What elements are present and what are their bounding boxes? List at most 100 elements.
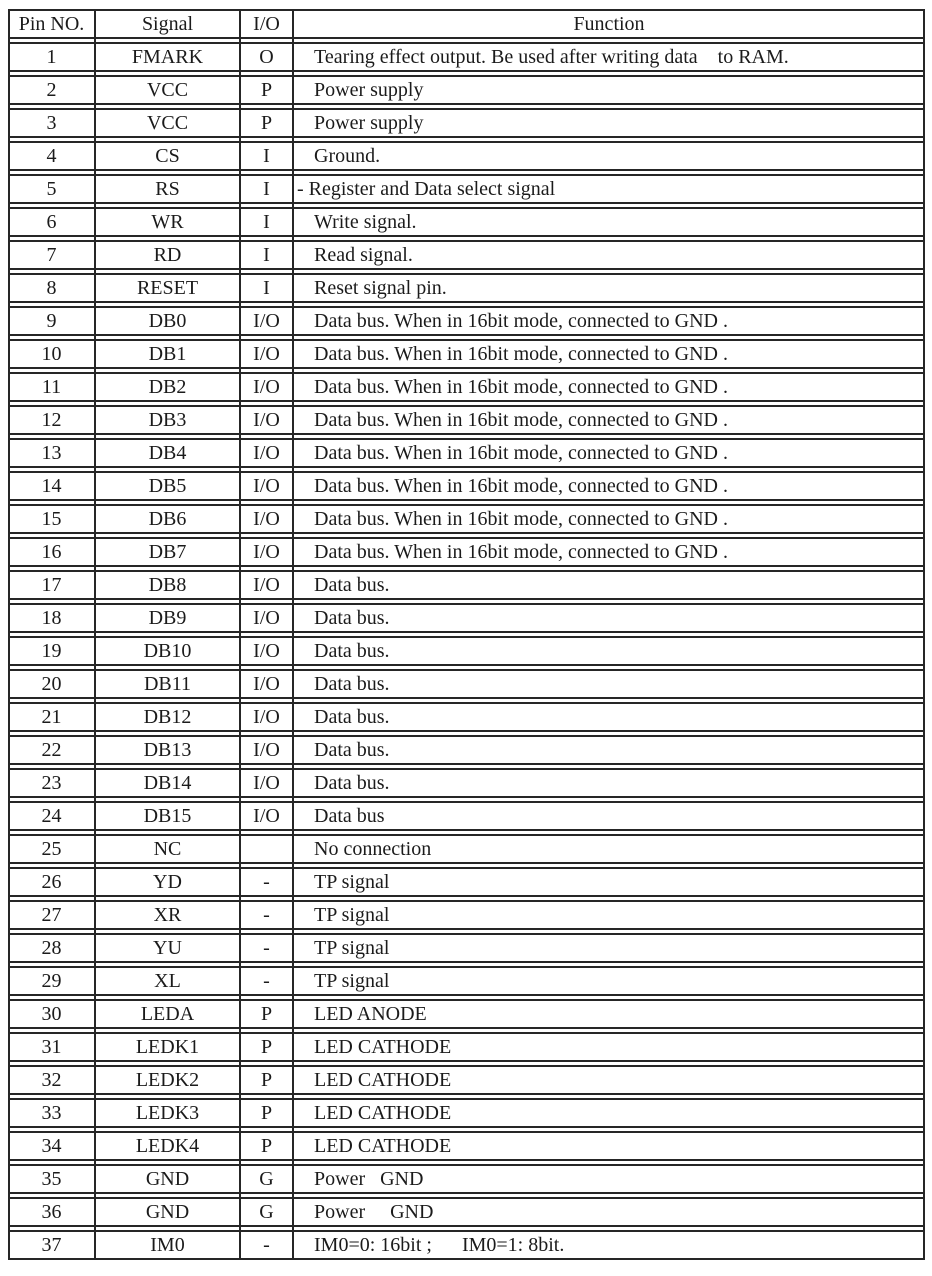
- signal-cell: LEDK3: [135, 1102, 200, 1124]
- signal-cell: DB9: [148, 607, 187, 629]
- table-left-border-line: [8, 9, 10, 1260]
- function-cell: Data bus.: [314, 739, 390, 761]
- pin-cell: 36: [41, 1201, 62, 1223]
- pin-cell: 30: [41, 1003, 62, 1025]
- table-row: 4 CS I Ground.: [8, 141, 925, 171]
- function-cell: LED CATHODE: [314, 1069, 452, 1091]
- io-cell: O: [259, 46, 274, 68]
- table-row: 24 DB15 I/O Data bus: [8, 801, 925, 831]
- table-row: 21 DB12 I/O Data bus.: [8, 702, 925, 732]
- function-cell: Tearing effect output. Be used after wri…: [314, 46, 789, 68]
- signal-cell: XR: [153, 904, 182, 926]
- table-row: 30 LEDA P LED ANODE: [8, 999, 925, 1029]
- io-cell: P: [260, 1003, 273, 1025]
- pin-cell: 11: [41, 376, 62, 398]
- function-cell: Power supply: [314, 79, 424, 101]
- signal-cell: DB1: [148, 343, 187, 365]
- table-row: 11 DB2 I/O Data bus. When in 16bit mode, co…: [8, 372, 925, 402]
- function-cell: Data bus.: [314, 574, 390, 596]
- function-cell: Data bus.: [314, 673, 390, 695]
- signal-cell: DB5: [148, 475, 187, 497]
- function-cell: Data bus. When in 16bit mode, connected …: [314, 475, 728, 497]
- function-cell: Write signal.: [314, 211, 417, 233]
- table-row: 6 WR I Write signal.: [8, 207, 925, 237]
- pin-cell: 9: [46, 310, 57, 332]
- table-row: 16 DB7 I/O Data bus. When in 16bit mode, co…: [8, 537, 925, 567]
- signal-cell: VCC: [146, 112, 189, 134]
- pin-cell: 8: [46, 277, 57, 299]
- header-io: I/O: [253, 13, 280, 35]
- table-row: 1 FMARK O Tearing effect output. Be used af…: [8, 42, 925, 72]
- pin-cell: 37: [41, 1234, 62, 1256]
- signal-cell: DB6: [148, 508, 187, 530]
- signal-cell: VCC: [146, 79, 189, 101]
- table-row: 32 LEDK2 P LED CATHODE: [8, 1065, 925, 1095]
- signal-cell: RS: [155, 178, 180, 200]
- pin-cell: 13: [41, 442, 62, 464]
- signal-cell: RD: [153, 244, 182, 266]
- function-cell: Data bus. When in 16bit mode, connected …: [314, 508, 728, 530]
- io-cell: I/O: [253, 409, 280, 431]
- function-cell: IM0=0: 16bit ; IM0=1: 8bit.: [314, 1234, 565, 1256]
- signal-cell: DB11: [143, 673, 192, 695]
- signal-cell: RESET: [136, 277, 199, 299]
- pin-cell: 22: [41, 739, 62, 761]
- pin-assignment-table: Pin NO. Signal I/O Function 1 FMARK O Teari…: [8, 9, 925, 1260]
- table-row: 37 IM0 - IM0=0: 16bit ; IM0=1: 8bit.: [8, 1230, 925, 1260]
- function-cell: Data bus.: [314, 640, 390, 662]
- io-cell: -: [263, 937, 270, 959]
- table-row: 12 DB3 I/O Data bus. When in 16bit mode, co…: [8, 405, 925, 435]
- io-cell: P: [260, 1135, 273, 1157]
- pin-cell: 27: [41, 904, 62, 926]
- io-cell: -: [263, 970, 270, 992]
- function-cell: No connection: [314, 838, 432, 860]
- function-cell: TP signal: [314, 904, 390, 926]
- pin-cell: 35: [41, 1168, 62, 1190]
- function-cell: Data bus.: [314, 706, 390, 728]
- function-cell: Data bus: [314, 805, 385, 827]
- io-cell: I: [263, 178, 270, 200]
- pin-cell: 10: [41, 343, 62, 365]
- table-row: 10 DB1 I/O Data bus. When in 16bit mode, co…: [8, 339, 925, 369]
- pin-cell: 4: [46, 145, 57, 167]
- pin-cell: 26: [41, 871, 62, 893]
- signal-cell: XL: [154, 970, 181, 992]
- header-signal: Signal: [141, 13, 194, 35]
- function-cell: Power GND: [314, 1201, 434, 1223]
- table-row: 15 DB6 I/O Data bus. When in 16bit mode, co…: [8, 504, 925, 534]
- pin-cell: 28: [41, 937, 62, 959]
- table-header-row: Pin NO. Signal I/O Function: [8, 9, 925, 39]
- signal-cell: DB12: [143, 706, 192, 728]
- table-row: 35 GND G Power GND: [8, 1164, 925, 1194]
- function-cell: LED CATHODE: [314, 1135, 452, 1157]
- io-cell: I: [263, 211, 270, 233]
- table-column-divider-signal-io: [239, 9, 241, 1260]
- signal-cell: LEDK4: [135, 1135, 200, 1157]
- signal-cell: DB3: [148, 409, 187, 431]
- signal-cell: DB2: [148, 376, 187, 398]
- table-row: 2 VCC P Power supply: [8, 75, 925, 105]
- pin-cell: 2: [46, 79, 57, 101]
- function-cell: Data bus.: [314, 607, 390, 629]
- pin-cell: 34: [41, 1135, 62, 1157]
- io-cell: [240, 836, 293, 862]
- io-cell: I/O: [253, 772, 280, 794]
- io-cell: -: [263, 1234, 270, 1256]
- signal-cell: DB7: [148, 541, 187, 563]
- table-row: 31 LEDK1 P LED CATHODE: [8, 1032, 925, 1062]
- signal-cell: NC: [153, 838, 182, 860]
- table-row: 28 YU - TP signal: [8, 933, 925, 963]
- table-row: 7 RD I Read signal.: [8, 240, 925, 270]
- function-cell: Data bus. When in 16bit mode, connected …: [314, 541, 728, 563]
- signal-cell: DB13: [143, 739, 192, 761]
- table-row: 17 DB8 I/O Data bus.: [8, 570, 925, 600]
- table-row: 29 XL - TP signal: [8, 966, 925, 996]
- io-cell: I/O: [253, 541, 280, 563]
- io-cell: I/O: [253, 574, 280, 596]
- io-cell: -: [263, 904, 270, 926]
- io-cell: I/O: [253, 805, 280, 827]
- io-cell: I/O: [253, 475, 280, 497]
- table-row: 23 DB14 I/O Data bus.: [8, 768, 925, 798]
- function-cell: Read signal.: [314, 244, 413, 266]
- signal-cell: YU: [153, 937, 182, 959]
